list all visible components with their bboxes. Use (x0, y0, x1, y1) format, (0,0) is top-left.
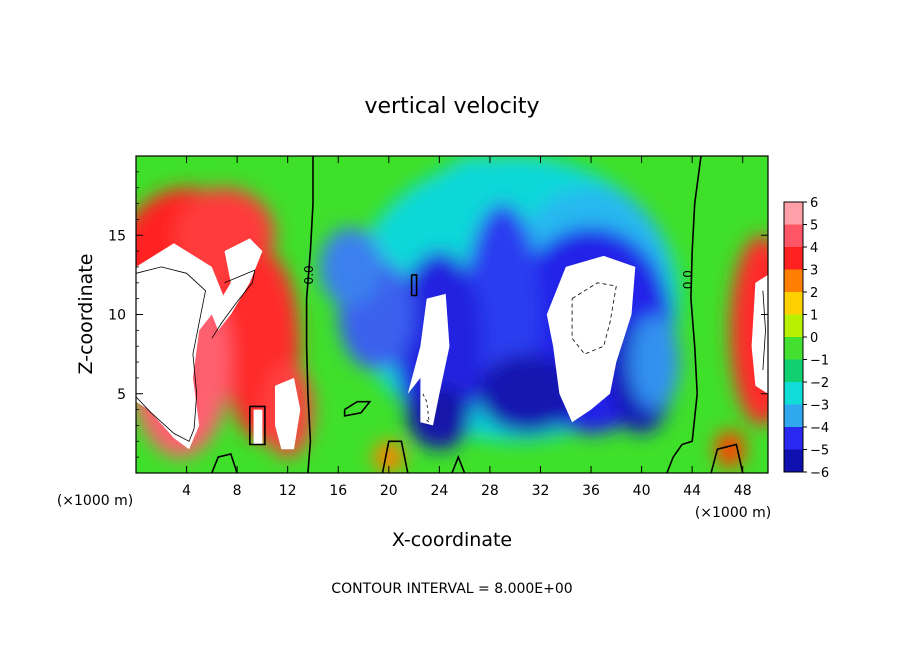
contour-base-20 (381, 440, 409, 473)
colorbar-label-12: −6 (810, 466, 829, 481)
x-tick-label-28: 28 (481, 483, 499, 499)
contour-inner-right (762, 290, 766, 371)
y-tick-label-5: 5 (117, 387, 126, 403)
y-axis: 5 10 15 (108, 171, 768, 458)
downdraft-core-24 (407, 293, 450, 426)
zero-contours (136, 156, 766, 473)
x-axis-label: X-coordinate (392, 529, 512, 551)
contour-dashed-36 (571, 282, 617, 355)
colorbar: 6 5 4 3 2 1 0 −1 −2 −3 −4 −5 −6 (783, 196, 829, 481)
colorbar-label-3: 3 (810, 264, 818, 279)
colorbar-band-2 (784, 224, 803, 248)
colorbar-band-8 (784, 359, 803, 383)
colorbar-band-10 (784, 404, 803, 428)
colorbar-label-7: −1 (810, 354, 829, 369)
zero-contour-right (666, 156, 702, 473)
updraft-core-12 (275, 377, 301, 450)
colorbar-label-10: −4 (810, 421, 829, 436)
colorbar-band-5 (784, 292, 803, 315)
contour-small-22 (410, 274, 418, 297)
zero-contour-left (305, 156, 314, 473)
contour-inner-left (136, 266, 206, 442)
updraft-core-left (136, 243, 225, 450)
colorbar-band-3 (784, 247, 803, 270)
y-tick-label-15: 15 (108, 228, 126, 244)
colorbar-band-4 (784, 269, 803, 293)
downdraft-core-36 (546, 255, 636, 423)
colorbar-label-4: 2 (810, 286, 818, 301)
contour-interval-note: CONTOUR INTERVAL = 8.000E+00 (331, 581, 572, 597)
contour-base-25 (451, 454, 466, 473)
colorbar-label-2: 4 (810, 241, 818, 256)
colorbar-band-1 (784, 202, 803, 225)
colorbar-label-6: 0 (810, 331, 818, 346)
x-tick-label-40: 40 (633, 483, 651, 499)
x-tick-label-12: 12 (279, 483, 297, 499)
colorbar-label-0: 6 (810, 196, 818, 211)
contour-small-17 (343, 400, 372, 417)
contour-inner-upper (211, 269, 256, 339)
colorbar-band-7 (784, 337, 803, 360)
colorbar-band-9 (784, 382, 803, 405)
colorbar-label-11: −5 (810, 444, 829, 459)
colorbar-band-6 (784, 314, 803, 338)
x-tick-label-24: 24 (430, 483, 448, 499)
x-tick-label-36: 36 (582, 483, 600, 499)
contour-label-1: 0.0 (302, 265, 316, 284)
colorbar-band-12 (784, 449, 803, 473)
x-tick-label-32: 32 (532, 483, 550, 499)
colorbar-label-5: 1 (810, 309, 818, 324)
x-axis: 4 8 12 16 20 24 28 32 36 40 44 48 (182, 156, 752, 499)
x-unit-left: (×1000 m) (57, 493, 133, 509)
updraft-core-10 (253, 409, 263, 445)
contour-small-10 (249, 405, 266, 446)
y-tick-label-10: 10 (108, 308, 126, 324)
velocity-field (136, 156, 768, 473)
contour-base-47 (710, 443, 744, 473)
contour-base-7 (211, 453, 238, 473)
x-unit-right: (×1000 m) (695, 505, 771, 521)
chart-title: vertical velocity (364, 94, 539, 119)
x-tick-label-44: 44 (683, 483, 701, 499)
updraft-core-upper (211, 238, 263, 331)
contour-dashed-24 (422, 393, 430, 424)
contour-labels: 0.0 0.0 (302, 265, 695, 289)
colorbar-label-9: −3 (810, 399, 829, 414)
contour-label-2: 0.0 (681, 270, 695, 289)
x-tick-label-48: 48 (734, 483, 752, 499)
x-tick-label-4: 4 (182, 483, 191, 499)
colorbar-label-1: 5 (810, 219, 818, 234)
colorbar-band-11 (784, 427, 803, 450)
x-tick-label-8: 8 (233, 483, 242, 499)
x-tick-label-20: 20 (380, 483, 398, 499)
y-axis-label: Z-coordinate (75, 254, 97, 375)
colorbar-label-8: −2 (810, 376, 829, 391)
x-tick-label-16: 16 (329, 483, 347, 499)
